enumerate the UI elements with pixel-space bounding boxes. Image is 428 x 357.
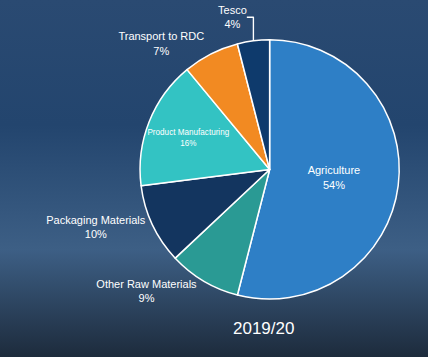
svg-text:Product Manufacturing16%: Product Manufacturing16% (147, 128, 229, 148)
svg-text:Tesco4%: Tesco4% (218, 4, 247, 30)
svg-text:Transport to RDC7%: Transport to RDC7% (118, 30, 204, 56)
svg-text:Agriculture54%: Agriculture54% (308, 164, 361, 190)
svg-text:Packaging Materials10%: Packaging Materials10% (46, 214, 146, 240)
svg-text:Other Raw Materials9%: Other Raw Materials9% (96, 278, 197, 304)
svg-text:2019/20: 2019/20 (233, 319, 294, 338)
